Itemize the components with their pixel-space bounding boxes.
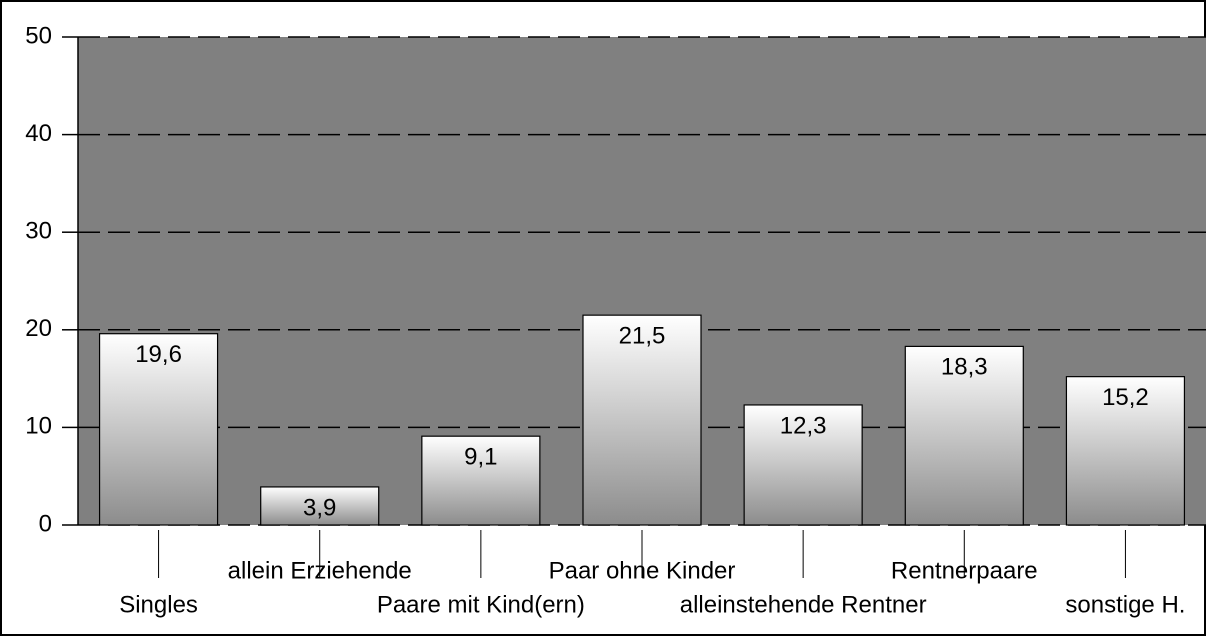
value-label: 18,3	[941, 354, 988, 381]
value-label: 15,2	[1102, 384, 1149, 411]
value-label: 21,5	[619, 323, 666, 350]
value-label: 9,1	[464, 444, 497, 471]
value-label: 19,6	[135, 341, 182, 368]
y-tick-label: 0	[39, 510, 52, 537]
x-tick-label: Paar ohne Kinder	[549, 557, 736, 584]
x-tick-label: Paare mit Kind(ern)	[377, 591, 585, 618]
bar	[421, 435, 541, 526]
bar	[260, 486, 380, 526]
y-tick-label: 10	[25, 413, 52, 440]
bar	[904, 345, 1024, 526]
bar	[743, 404, 863, 526]
value-label: 12,3	[780, 412, 827, 439]
x-tick-label: Rentnerpaare	[891, 557, 1038, 584]
x-tick-label: sonstige H.	[1065, 591, 1185, 618]
value-label: 3,9	[303, 494, 336, 521]
bar	[98, 333, 219, 526]
y-tick-label: 50	[25, 22, 52, 49]
bar	[582, 314, 702, 526]
x-tick-label: alleinstehende Rentner	[680, 591, 927, 618]
x-tick-label: allein Erziehende	[228, 557, 412, 584]
y-tick-label: 20	[25, 315, 52, 342]
x-tick-label: Singles	[119, 591, 198, 618]
y-tick-label: 30	[25, 218, 52, 245]
y-tick-label: 40	[25, 120, 52, 147]
bar	[1065, 376, 1186, 526]
